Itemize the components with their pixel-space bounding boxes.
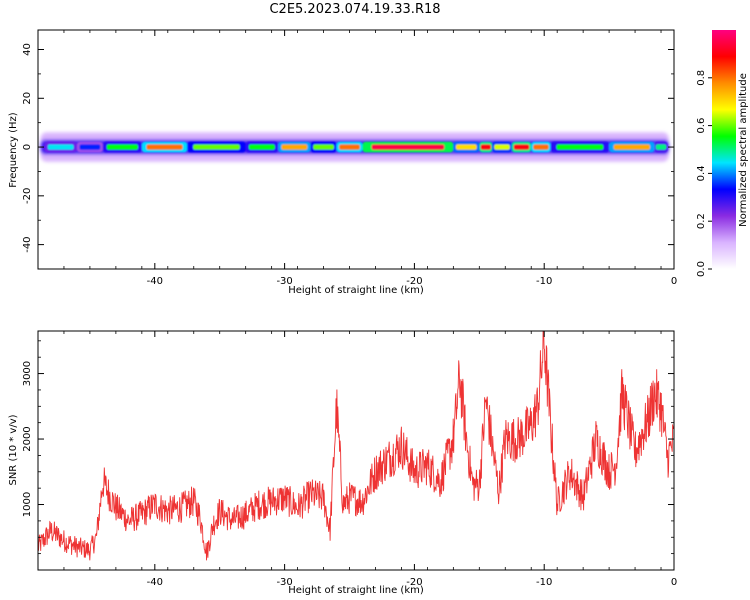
y-tick-label: 2000 xyxy=(22,426,33,451)
spectrogram-frame xyxy=(37,29,675,270)
x-tick-label: -40 xyxy=(147,577,163,588)
ridge-segment-core xyxy=(193,144,240,150)
y-tick-label: 1000 xyxy=(22,492,33,517)
snr-panel: -40 -30 -20 -10 0 1000 2000 3000 Height of str… xyxy=(8,330,677,596)
spectrogram-panel: -40 -30 -20 -10 0 -40 -20 0 20 40 Height of stra… xyxy=(8,29,677,296)
x-tick-label: 0 xyxy=(671,276,677,287)
ridge-segment-core xyxy=(106,144,138,150)
ridge-segment-core xyxy=(556,144,604,150)
y-tick-label: -40 xyxy=(22,236,33,252)
ridge-segment-core xyxy=(533,144,549,150)
ridge-segment-core xyxy=(248,144,275,150)
snr-x-axis-label: Height of straight line (km) xyxy=(288,585,424,596)
ridge-segment-core xyxy=(79,144,101,150)
colorbar-ticks: 0.0 0.2 0.4 0.6 0.8 xyxy=(696,70,712,277)
y-tick-label: 40 xyxy=(22,43,33,56)
ridge-segment-core xyxy=(494,144,510,150)
snr-y-axis-label: SNR (10 * v/v) xyxy=(8,414,19,485)
figure-title: C2E5.2023.074.19.33.R18 xyxy=(269,2,440,17)
y-tick-label: -20 xyxy=(22,188,33,204)
y-tick-label: 0 xyxy=(22,144,33,150)
colorbar: 0.0 0.2 0.4 0.6 0.8 Normalized spectral ampl… xyxy=(696,30,749,277)
colorbar-tick-label: 0.8 xyxy=(696,70,707,86)
ridge-segment-core xyxy=(281,144,308,150)
ridge-segment-core xyxy=(47,144,74,150)
ridge-segment-core xyxy=(313,144,334,150)
colorbar-label: Normalized spectral amplitude xyxy=(738,73,749,227)
spectrogram-ridge xyxy=(40,132,669,162)
snr-x-ticks: -40 -30 -20 -10 0 xyxy=(37,331,677,588)
x-tick-label: -20 xyxy=(406,577,422,588)
x-tick-label: -10 xyxy=(536,276,552,287)
x-tick-label: -20 xyxy=(406,276,422,287)
x-tick-label: 0 xyxy=(671,577,677,588)
ridge-segment-core xyxy=(371,144,445,150)
colorbar-tick-label: 0.2 xyxy=(696,213,707,229)
ridge-segment-core xyxy=(655,144,667,150)
y-tick-label: 20 xyxy=(22,92,33,105)
colorbar-tick-label: 0.6 xyxy=(696,118,707,134)
y-tick-label: 3000 xyxy=(22,361,33,386)
x-tick-label: -30 xyxy=(276,577,292,588)
ridge-segment-core xyxy=(455,144,477,150)
colorbar-tick-label: 0.4 xyxy=(696,165,707,181)
ridge-segment-core xyxy=(339,144,360,150)
snr-y-ticks: 1000 2000 3000 xyxy=(22,340,674,571)
x-tick-label: -40 xyxy=(147,276,163,287)
spectrogram-x-axis-label: Height of straight line (km) xyxy=(288,285,424,296)
ridge-segment-core xyxy=(480,144,491,150)
ridge-segment-core xyxy=(146,144,183,150)
ridge-segment-core xyxy=(513,144,530,150)
snr-frame xyxy=(37,330,675,571)
snr-series-line xyxy=(38,331,674,561)
spectrogram-y-axis-label: Frequency (Hz) xyxy=(8,112,19,188)
x-tick-label: -10 xyxy=(536,577,552,588)
colorbar-tick-label: 0.0 xyxy=(696,261,707,277)
spectrogram-x-ticks: -40 -30 -20 -10 0 xyxy=(37,30,677,287)
spectrogram-y-ticks: -40 -20 0 20 40 xyxy=(22,43,674,270)
ridge-segment-core xyxy=(613,144,650,150)
x-tick-label: -30 xyxy=(276,276,292,287)
colorbar-gradient xyxy=(712,30,736,269)
